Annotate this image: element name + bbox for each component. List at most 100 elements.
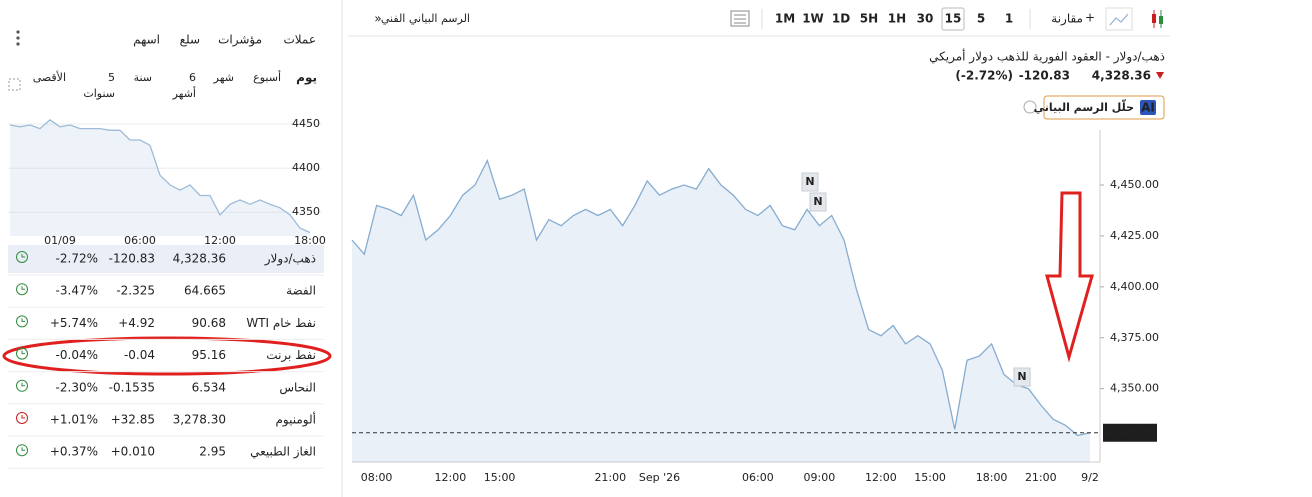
- status-clock: [16, 283, 28, 296]
- menu-dots[interactable]: [16, 30, 20, 46]
- interval-button[interactable]: 5: [977, 12, 985, 26]
- down-arrow: [1156, 72, 1164, 79]
- range-tab[interactable]: 5: [108, 71, 115, 84]
- status-clock-hands: [21, 415, 25, 419]
- y-tick-label: 4350: [292, 205, 320, 218]
- x-tick-label: 21:00: [1025, 471, 1057, 484]
- instrument-name[interactable]: الغاز الطبيعي: [250, 445, 316, 460]
- news-marker-label: N: [813, 195, 822, 208]
- status-clock: [16, 315, 28, 328]
- instrument-name[interactable]: نفط خام WTI: [246, 316, 316, 330]
- news-marker-label: N: [1017, 370, 1026, 383]
- expand-icon[interactable]: [8, 78, 21, 91]
- interval-button[interactable]: 1W: [802, 12, 824, 26]
- price-line: [351, 158, 1091, 437]
- analyze-button[interactable]: [1043, 95, 1165, 120]
- interval-button[interactable]: 15: [945, 12, 962, 26]
- change: -2.325: [116, 284, 155, 298]
- y-tick-label: 4,350.00: [1110, 382, 1159, 395]
- range-tab[interactable]: يوم: [296, 71, 317, 86]
- instrument-name[interactable]: ألومنيوم: [276, 412, 317, 428]
- y-tick-label: 4,425.00: [1110, 229, 1159, 242]
- status-clock-hands: [21, 447, 25, 451]
- header-change: -120.83: [1019, 69, 1070, 83]
- interval-button[interactable]: 1M: [775, 12, 795, 26]
- interval-button[interactable]: 30: [917, 12, 934, 26]
- ai-badge: AI: [1141, 101, 1155, 115]
- change-pct: -2.30%: [56, 380, 98, 394]
- last-price: 90.68: [192, 316, 226, 330]
- status-clock: [16, 347, 28, 360]
- x-tick-label: 12:00: [435, 471, 467, 484]
- status-clock-hands: [21, 350, 25, 355]
- chevron[interactable]: »: [374, 12, 381, 26]
- price-line: [9, 118, 311, 234]
- range-tab[interactable]: سنوات: [83, 87, 115, 100]
- interval-button[interactable]: 1H: [888, 12, 906, 26]
- x-tick-label: 09:00: [804, 471, 836, 484]
- chart-style-icon[interactable]: [730, 10, 750, 27]
- area-type-icon: [1109, 13, 1129, 26]
- range-tab[interactable]: أشهر: [172, 86, 196, 100]
- compare-button[interactable]: مقارنة: [1051, 12, 1083, 27]
- change: +4.92: [118, 316, 155, 330]
- news-marker[interactable]: [801, 172, 819, 192]
- area-type-button[interactable]: [1105, 7, 1133, 31]
- news-marker[interactable]: [1013, 367, 1031, 387]
- range-tab[interactable]: أسبوع: [253, 70, 281, 84]
- instrument-name[interactable]: النحاس: [279, 380, 316, 395]
- x-tick-label: Sep '26: [639, 471, 680, 484]
- category-tab[interactable]: اسهم: [133, 33, 160, 47]
- instrument-name[interactable]: ذهب/دولار: [264, 252, 316, 267]
- info-icon[interactable]: [1023, 100, 1037, 114]
- analyze-label[interactable]: حلّل الرسم البياني: [1034, 99, 1134, 114]
- y-tick-label: 4,400.00: [1110, 280, 1159, 293]
- annotation-arrow: [1045, 191, 1094, 363]
- y-tick-label: 4450: [292, 117, 320, 130]
- change: +32.85: [111, 413, 155, 427]
- change-pct: -2.72%: [56, 252, 98, 266]
- change-pct: +1.01%: [50, 413, 98, 427]
- change-pct: +5.74%: [50, 316, 98, 330]
- candle-icon[interactable]: [1152, 10, 1163, 28]
- y-tick-label: 4400: [292, 161, 320, 174]
- status-clock: [16, 444, 28, 457]
- x-tick-label: 01/09: [44, 234, 76, 247]
- instrument-name[interactable]: الفضة: [286, 284, 316, 298]
- range-tab[interactable]: شهر: [213, 71, 234, 84]
- interval-button[interactable]: 1: [1005, 12, 1013, 26]
- category-tab[interactable]: سلع: [180, 33, 200, 47]
- add-button[interactable]: +: [1085, 11, 1095, 25]
- ai-badge-bg: [1140, 100, 1156, 115]
- category-tab[interactable]: عملات: [283, 33, 316, 47]
- y-tick-label: 4,450.00: [1110, 178, 1159, 191]
- x-tick-label: 9/2: [1081, 471, 1099, 484]
- interval-button[interactable]: 5H: [860, 12, 878, 26]
- last-price: 6.534: [192, 380, 226, 394]
- area-fill: [10, 119, 310, 236]
- last-price-tag: [1103, 423, 1157, 442]
- interval-button[interactable]: 1D: [832, 12, 850, 26]
- category-tab[interactable]: مؤشرات: [218, 33, 262, 48]
- instrument-name[interactable]: نفط برنت: [266, 348, 316, 363]
- last-price: 3,278.30: [173, 413, 226, 427]
- range-tab[interactable]: 6: [189, 71, 196, 84]
- area-fill: [352, 160, 1090, 462]
- range-tab[interactable]: الأقصى: [33, 70, 66, 84]
- change: -0.1535: [109, 380, 155, 394]
- change: -120.83: [109, 252, 155, 266]
- header-price: 4,328.36: [1092, 69, 1151, 83]
- technical-chart-link[interactable]: الرسم البياني الفني: [381, 12, 470, 25]
- status-clock-hands: [21, 254, 25, 258]
- x-tick-label: 06:00: [124, 234, 156, 247]
- status-clock: [16, 379, 28, 392]
- y-tick-label: 4,375.00: [1110, 331, 1159, 344]
- status-clock-hands: [21, 286, 25, 290]
- news-marker[interactable]: [809, 192, 827, 212]
- last-price: 64.665: [184, 284, 226, 298]
- range-tab[interactable]: سنة: [134, 71, 152, 84]
- x-tick-label: 12:00: [865, 471, 897, 484]
- x-tick-label: 12:00: [204, 234, 236, 247]
